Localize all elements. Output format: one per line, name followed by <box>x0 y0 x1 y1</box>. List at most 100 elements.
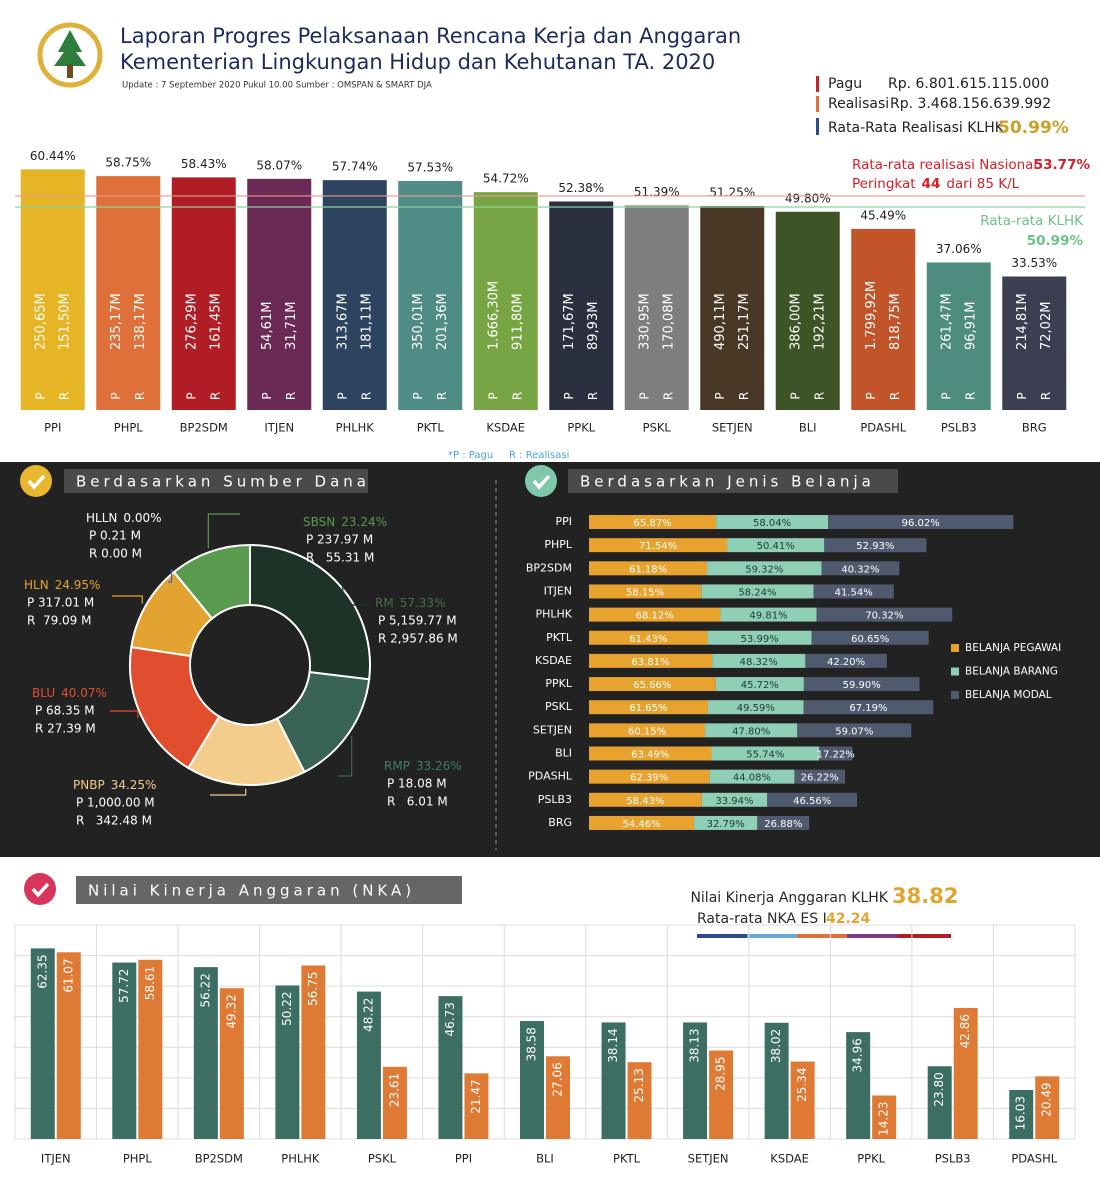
value-label: 32.79% <box>707 819 745 830</box>
bar-segment <box>805 653 887 668</box>
segment-name: RMP <box>384 759 410 773</box>
value-label: 25.13 <box>632 1068 646 1102</box>
letter-label: P <box>184 392 198 399</box>
amount-label: 276,29M <box>184 293 199 350</box>
donut-segment <box>172 543 251 620</box>
bar <box>464 1073 489 1139</box>
segment-name: BLU <box>32 686 55 700</box>
value-label: 48.32% <box>740 657 778 668</box>
legend-label: BELANJA MODAL <box>965 689 1052 701</box>
check-badge <box>24 873 56 905</box>
value-label: 53.99% <box>741 634 779 645</box>
legend-marker <box>816 76 819 92</box>
value-label: 50.41% <box>757 541 795 552</box>
category-label: PHPL <box>544 538 573 551</box>
value-label: 23.61 <box>387 1073 401 1107</box>
bar-segment <box>589 607 721 622</box>
bar-segment <box>705 723 798 738</box>
category-label: PPKL <box>545 677 572 690</box>
bar-segment <box>589 769 710 784</box>
category-label: PHLHK <box>336 421 375 435</box>
value-label: 57.72 <box>117 969 131 1003</box>
amount-label: 250,65M <box>33 293 48 350</box>
pagu-label: P 5,159.77 M <box>378 614 457 628</box>
bar-segment <box>819 746 853 761</box>
value-label: 21.47 <box>469 1079 483 1113</box>
logo-trunk <box>67 64 73 78</box>
category-label: PSLB3 <box>935 1152 971 1166</box>
value-label: 61.07 <box>61 958 75 992</box>
letter-label: P <box>33 392 47 399</box>
value-label: 96.02% <box>902 518 940 529</box>
category-label: PDASHL <box>528 770 573 783</box>
strip <box>847 934 897 938</box>
bar-segment <box>707 561 822 576</box>
value-label: 26.22% <box>801 773 839 784</box>
value-label: 58.61 <box>143 966 157 1000</box>
bar-segment <box>711 746 820 761</box>
bar-segment <box>701 792 768 807</box>
amount-label: 192,21M <box>812 293 827 350</box>
bar <box>398 180 463 410</box>
value-label: 45.49% <box>860 208 906 222</box>
logo-tree <box>54 30 86 66</box>
value-label: 58.07% <box>256 158 302 172</box>
amount-label: 1.666,30M <box>486 281 501 350</box>
letter-label: P <box>939 392 953 399</box>
value-label: 40.32% <box>841 564 879 575</box>
summary-value: 50.99% <box>998 118 1069 138</box>
value-label: 56.75 <box>306 972 320 1006</box>
bar <box>549 201 614 410</box>
bar-segment <box>797 723 912 738</box>
update-note: Update : 7 September 2020 Pukul 10.00 Su… <box>122 81 432 91</box>
letter-label: R <box>661 392 675 400</box>
bar-segment <box>720 607 817 622</box>
value-label: 58.24% <box>738 587 776 598</box>
bar <box>775 211 840 410</box>
category-label: SETJEN <box>712 421 753 435</box>
category-label: PKTL <box>613 1152 641 1166</box>
category-label: ITJEN <box>544 584 572 597</box>
segment-name: RM <box>375 596 394 610</box>
value-label: 52.93% <box>856 541 894 552</box>
leader-line <box>210 788 247 796</box>
value-label: 28.95 <box>714 1056 728 1090</box>
letter-label: P <box>864 392 878 399</box>
bar <box>926 262 991 410</box>
legend-label: BELANJA BARANG <box>965 666 1058 678</box>
value-label: 58.75% <box>105 156 151 170</box>
category-label: BP2SDM <box>180 421 228 435</box>
category-label: BP2SDM <box>195 1152 243 1166</box>
bar <box>1035 1076 1060 1139</box>
bar <box>624 205 689 410</box>
realisasi-label: R 27.39 M <box>35 722 96 736</box>
value-label: 49.59% <box>737 703 775 714</box>
bar <box>851 228 916 410</box>
amount-label: 181,11M <box>359 293 374 350</box>
bar-segment <box>589 515 717 529</box>
section-title: Nilai Kinerja Anggaran (NKA) <box>88 882 415 900</box>
amount-label: 31,71M <box>284 302 299 350</box>
bar <box>846 1032 871 1139</box>
letter-label: R <box>1039 392 1053 400</box>
realisasi-label: R 0.00 M <box>89 547 142 561</box>
amount-label: 138,17M <box>133 293 148 350</box>
value-label: 61.18% <box>629 564 667 575</box>
reference-label: Rata-rata realisasi Nasional <box>852 157 1037 173</box>
donut-segment <box>249 543 371 681</box>
legend-swatch <box>951 644 959 652</box>
amount-label: 330,95M <box>637 293 652 350</box>
value-label: 38.02 <box>769 1029 783 1063</box>
category-label: PKTL <box>417 421 445 435</box>
bar-segment <box>727 538 825 553</box>
value-label: 47.80% <box>732 726 770 737</box>
value-label: 49.32 <box>224 994 238 1028</box>
leader-line <box>207 513 240 549</box>
nka-label: Rata-rata NKA ES I <box>697 911 827 927</box>
bar <box>764 1022 789 1139</box>
bar <box>790 1061 815 1139</box>
segment-label: PNBP 34.25% <box>73 778 156 792</box>
legend-marker <box>816 96 819 112</box>
value-label: 65.87% <box>633 518 671 529</box>
amount-label: 490,11M <box>713 293 728 350</box>
